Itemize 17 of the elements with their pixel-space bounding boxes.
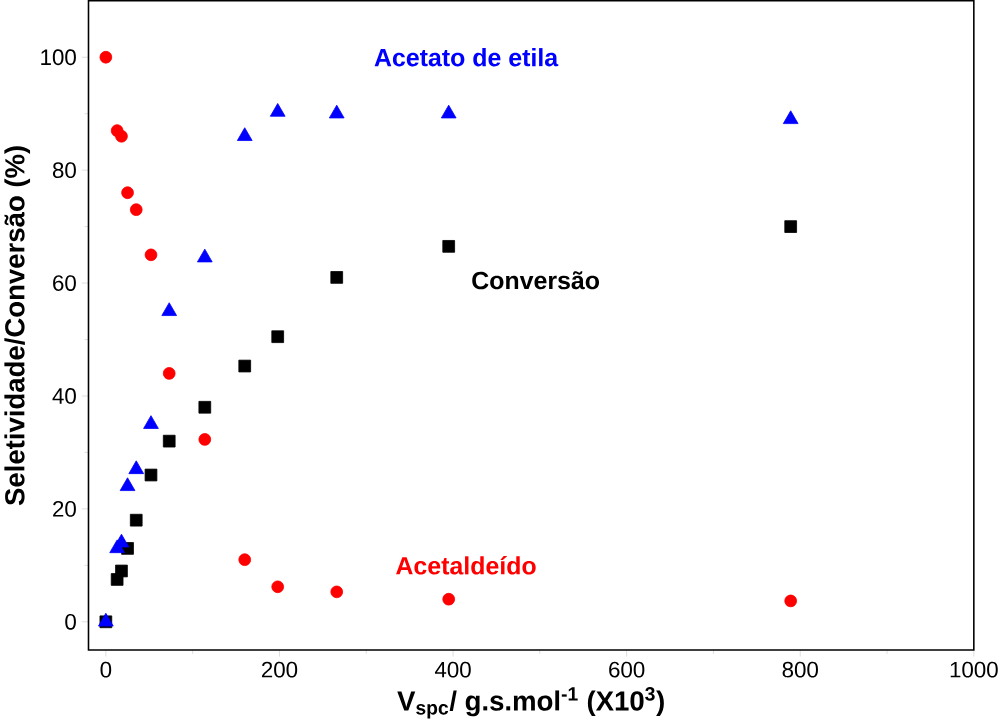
x-tick-label: 1000 (950, 661, 998, 678)
y-tick-label: 40 (52, 388, 76, 404)
text: Acetato de etila (374, 48, 559, 67)
y-axis-title: Seletividade/Conversão (%) (4, 146, 31, 506)
y-tick-label: 100 (41, 49, 76, 66)
x-tick-label: 400 (434, 661, 471, 678)
series-label: Conversão (472, 271, 600, 290)
y-tick-label: 80 (52, 162, 76, 179)
y-tick-label: 20 (53, 501, 76, 517)
x-tick-label: 800 (782, 661, 818, 678)
x-tick-label: 0 (100, 661, 112, 678)
series-label: Acetaldeído (396, 556, 536, 575)
x-tick-label: 200 (261, 661, 298, 678)
x-tick-label: 600 (609, 661, 645, 678)
y-tick-label: 60 (53, 275, 76, 292)
x-axis-title: V$_{spc}$/ g.s.mol$^{-1}$ (X10$^{3}$) (397, 687, 664, 719)
y-tick-label: 0 (65, 613, 76, 630)
